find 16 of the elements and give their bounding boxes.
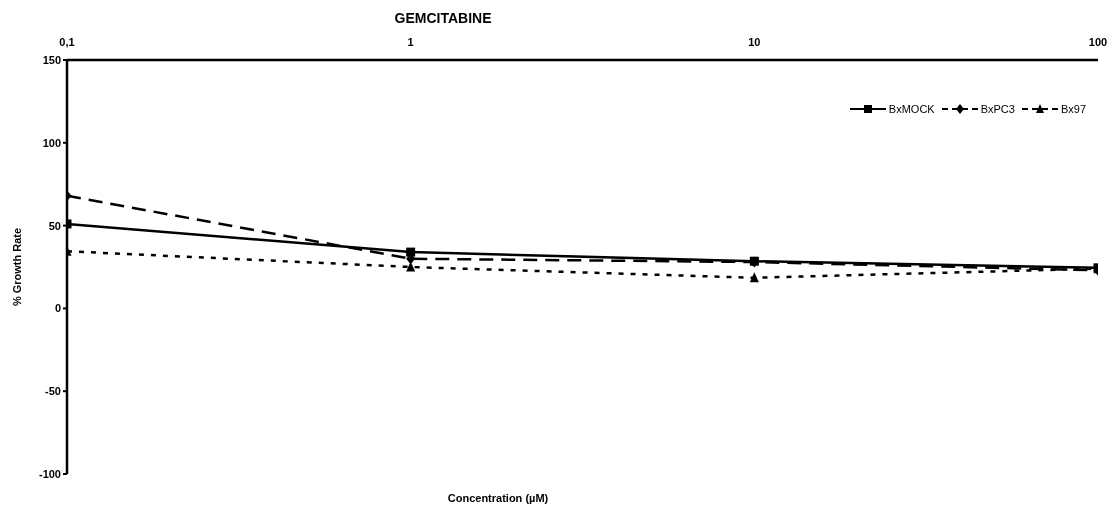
x-tick-label: 10: [748, 36, 761, 48]
y-tick-label: 50: [48, 219, 61, 232]
y-tick-label: 0: [54, 302, 61, 315]
y-tick-label: -100: [38, 467, 61, 480]
y-axis-title: % Growth Rate: [10, 227, 23, 307]
x-tick-label: 0,1: [59, 36, 75, 48]
legend-label: Bx97: [1060, 103, 1086, 115]
legend-label: BxPC3: [980, 103, 1015, 115]
y-tick-label: -50: [45, 385, 61, 398]
chart-title: GEMCITABINE: [393, 10, 493, 26]
legend-label: BxMOCK: [888, 103, 935, 115]
y-tick-label: 100: [42, 136, 61, 149]
x-axis-title: Concentration (µM): [446, 492, 550, 504]
x-tick-label: 1: [407, 36, 414, 48]
x-tick-label: 100: [1088, 36, 1108, 48]
y-tick-label: 150: [42, 53, 61, 66]
